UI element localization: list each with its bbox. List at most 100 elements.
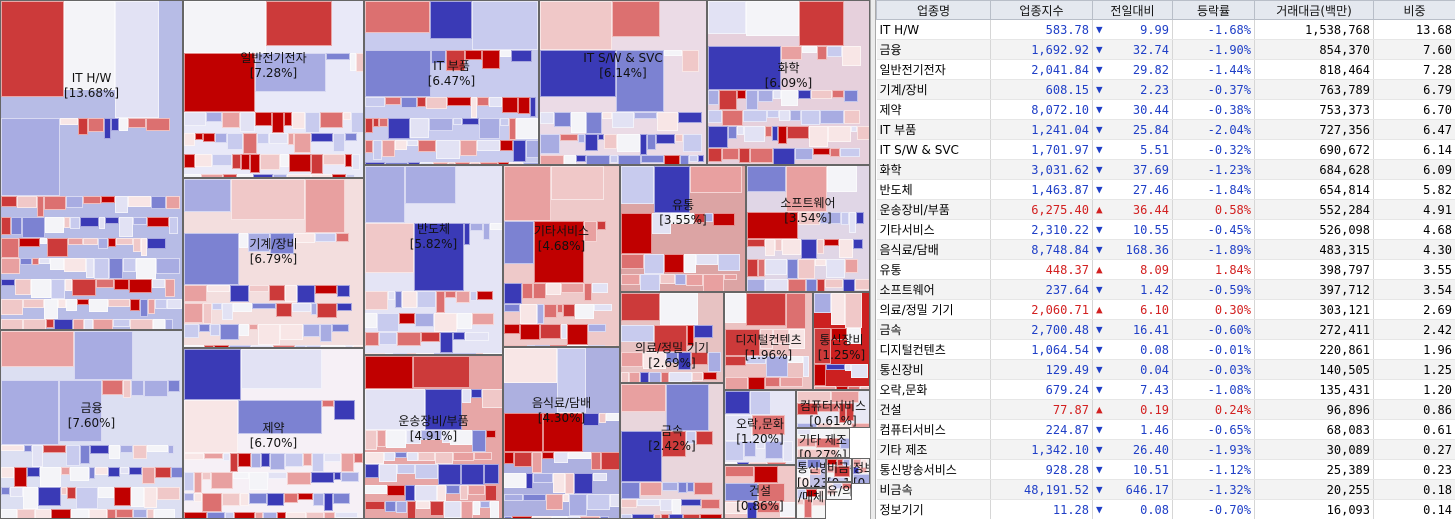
stock-cell[interactable] [248, 233, 270, 252]
stock-cell[interactable] [415, 485, 437, 501]
stock-cell[interactable] [708, 90, 719, 105]
stock-cell[interactable] [842, 483, 851, 489]
stock-cell[interactable] [465, 50, 482, 60]
stock-cell[interactable] [414, 223, 464, 291]
stock-cell[interactable] [797, 468, 810, 477]
stock-cell[interactable] [554, 112, 571, 127]
stock-cell[interactable] [621, 293, 660, 321]
stock-cell[interactable] [657, 112, 678, 131]
stock-cell[interactable] [470, 162, 480, 164]
stock-cell[interactable] [748, 377, 765, 389]
stock-cell[interactable] [746, 293, 786, 326]
stock-cell[interactable] [45, 217, 64, 233]
stock-cell[interactable] [255, 112, 272, 126]
stock-cell[interactable] [238, 400, 322, 434]
stock-cell[interactable] [814, 386, 836, 389]
stock-cell[interactable] [240, 112, 255, 132]
stock-cell[interactable] [416, 501, 430, 509]
stock-cell[interactable] [504, 348, 557, 383]
stock-cell[interactable] [365, 166, 405, 223]
stock-cell[interactable] [32, 445, 43, 467]
stock-cell[interactable] [490, 501, 499, 518]
sector-tile-construction[interactable]: 건설 [0.86%] [724, 465, 796, 519]
stock-cell[interactable] [798, 212, 820, 225]
stock-cell[interactable] [184, 512, 207, 518]
stock-cell[interactable] [59, 380, 102, 442]
stock-cell[interactable] [377, 430, 386, 447]
stock-cell[interactable] [621, 254, 644, 269]
stock-cell[interactable] [797, 423, 817, 427]
stock-cell[interactable] [568, 452, 591, 459]
stock-cell[interactable] [698, 155, 704, 162]
stock-cell[interactable] [10, 487, 23, 497]
stock-cell[interactable] [1, 1, 64, 97]
stock-cell[interactable] [681, 499, 701, 506]
stock-cell[interactable] [470, 223, 483, 231]
stock-cell[interactable] [610, 494, 619, 507]
stock-cell[interactable] [320, 112, 343, 128]
sector-tile-pharma[interactable]: 제약 [6.70%] [183, 348, 364, 519]
stock-cell[interactable] [410, 118, 429, 138]
stock-cell[interactable] [268, 472, 287, 479]
stock-cell[interactable] [165, 319, 173, 329]
stock-cell[interactable] [1, 196, 17, 207]
stock-cell[interactable] [534, 221, 584, 283]
stock-cell[interactable] [588, 345, 605, 346]
stock-cell[interactable] [453, 118, 462, 125]
stock-cell[interactable] [365, 485, 387, 494]
stock-cell[interactable] [814, 328, 831, 364]
stock-cell[interactable] [320, 324, 332, 342]
stock-cell[interactable] [212, 303, 222, 310]
stock-cell[interactable] [447, 97, 471, 106]
table-row[interactable]: 의료/정밀 기기 2,060.71 ▲ 6.10 0.30% 303,121 2.69 [876, 299, 1455, 320]
stock-cell[interactable] [725, 466, 754, 477]
stock-cell[interactable] [184, 133, 195, 146]
stock-cell[interactable] [131, 487, 144, 507]
stock-cell[interactable] [797, 499, 804, 505]
stock-cell[interactable] [484, 464, 499, 484]
stock-cell[interactable] [204, 345, 214, 347]
stock-cell[interactable] [119, 118, 128, 131]
stock-cell[interactable] [683, 514, 700, 518]
stock-cell[interactable] [803, 356, 809, 377]
stock-cell[interactable] [365, 291, 388, 310]
stock-cell[interactable] [60, 118, 78, 125]
stock-cell[interactable] [238, 453, 251, 467]
stock-cell[interactable] [46, 319, 54, 328]
stock-cell[interactable] [504, 304, 520, 312]
stock-cell[interactable] [153, 319, 165, 329]
stock-cell[interactable] [152, 279, 165, 288]
stock-cell[interactable] [365, 1, 430, 33]
stock-cell[interactable] [575, 304, 594, 319]
stock-cell[interactable] [351, 112, 363, 133]
stock-cell[interactable] [434, 313, 457, 332]
stock-cell[interactable] [765, 441, 783, 459]
stock-cell[interactable] [66, 299, 77, 311]
stock-cell[interactable] [1, 445, 24, 451]
stock-cell[interactable] [827, 466, 834, 473]
stock-cell[interactable] [184, 233, 239, 285]
stock-cell[interactable] [537, 304, 544, 324]
stock-cell[interactable] [415, 464, 438, 479]
stock-cell[interactable] [526, 140, 538, 158]
stock-cell[interactable] [504, 452, 514, 464]
stock-cell[interactable] [843, 279, 855, 291]
stock-cell[interactable] [147, 445, 168, 452]
stock-cell[interactable] [621, 431, 662, 482]
stock-cell[interactable] [66, 445, 80, 466]
stock-cell[interactable] [661, 514, 669, 518]
stock-cell[interactable] [416, 353, 434, 354]
stock-cell[interactable] [194, 472, 202, 493]
stock-cell[interactable] [574, 473, 593, 494]
sector-tile-nonferrous[interactable]: 비금속[0.18%] [826, 458, 852, 482]
sector-tile-telecom-svc[interactable]: 통신방송서비스[0.23%] [796, 458, 826, 488]
stock-cell[interactable] [498, 162, 509, 164]
stock-cell[interactable] [343, 112, 351, 120]
stock-cell[interactable] [184, 174, 201, 177]
stock-cell[interactable] [520, 304, 537, 324]
stock-cell[interactable] [599, 413, 606, 423]
stock-cell[interactable] [147, 217, 169, 227]
stock-cell[interactable] [483, 223, 490, 240]
stock-cell[interactable] [560, 134, 578, 141]
stock-cell[interactable] [315, 233, 336, 242]
